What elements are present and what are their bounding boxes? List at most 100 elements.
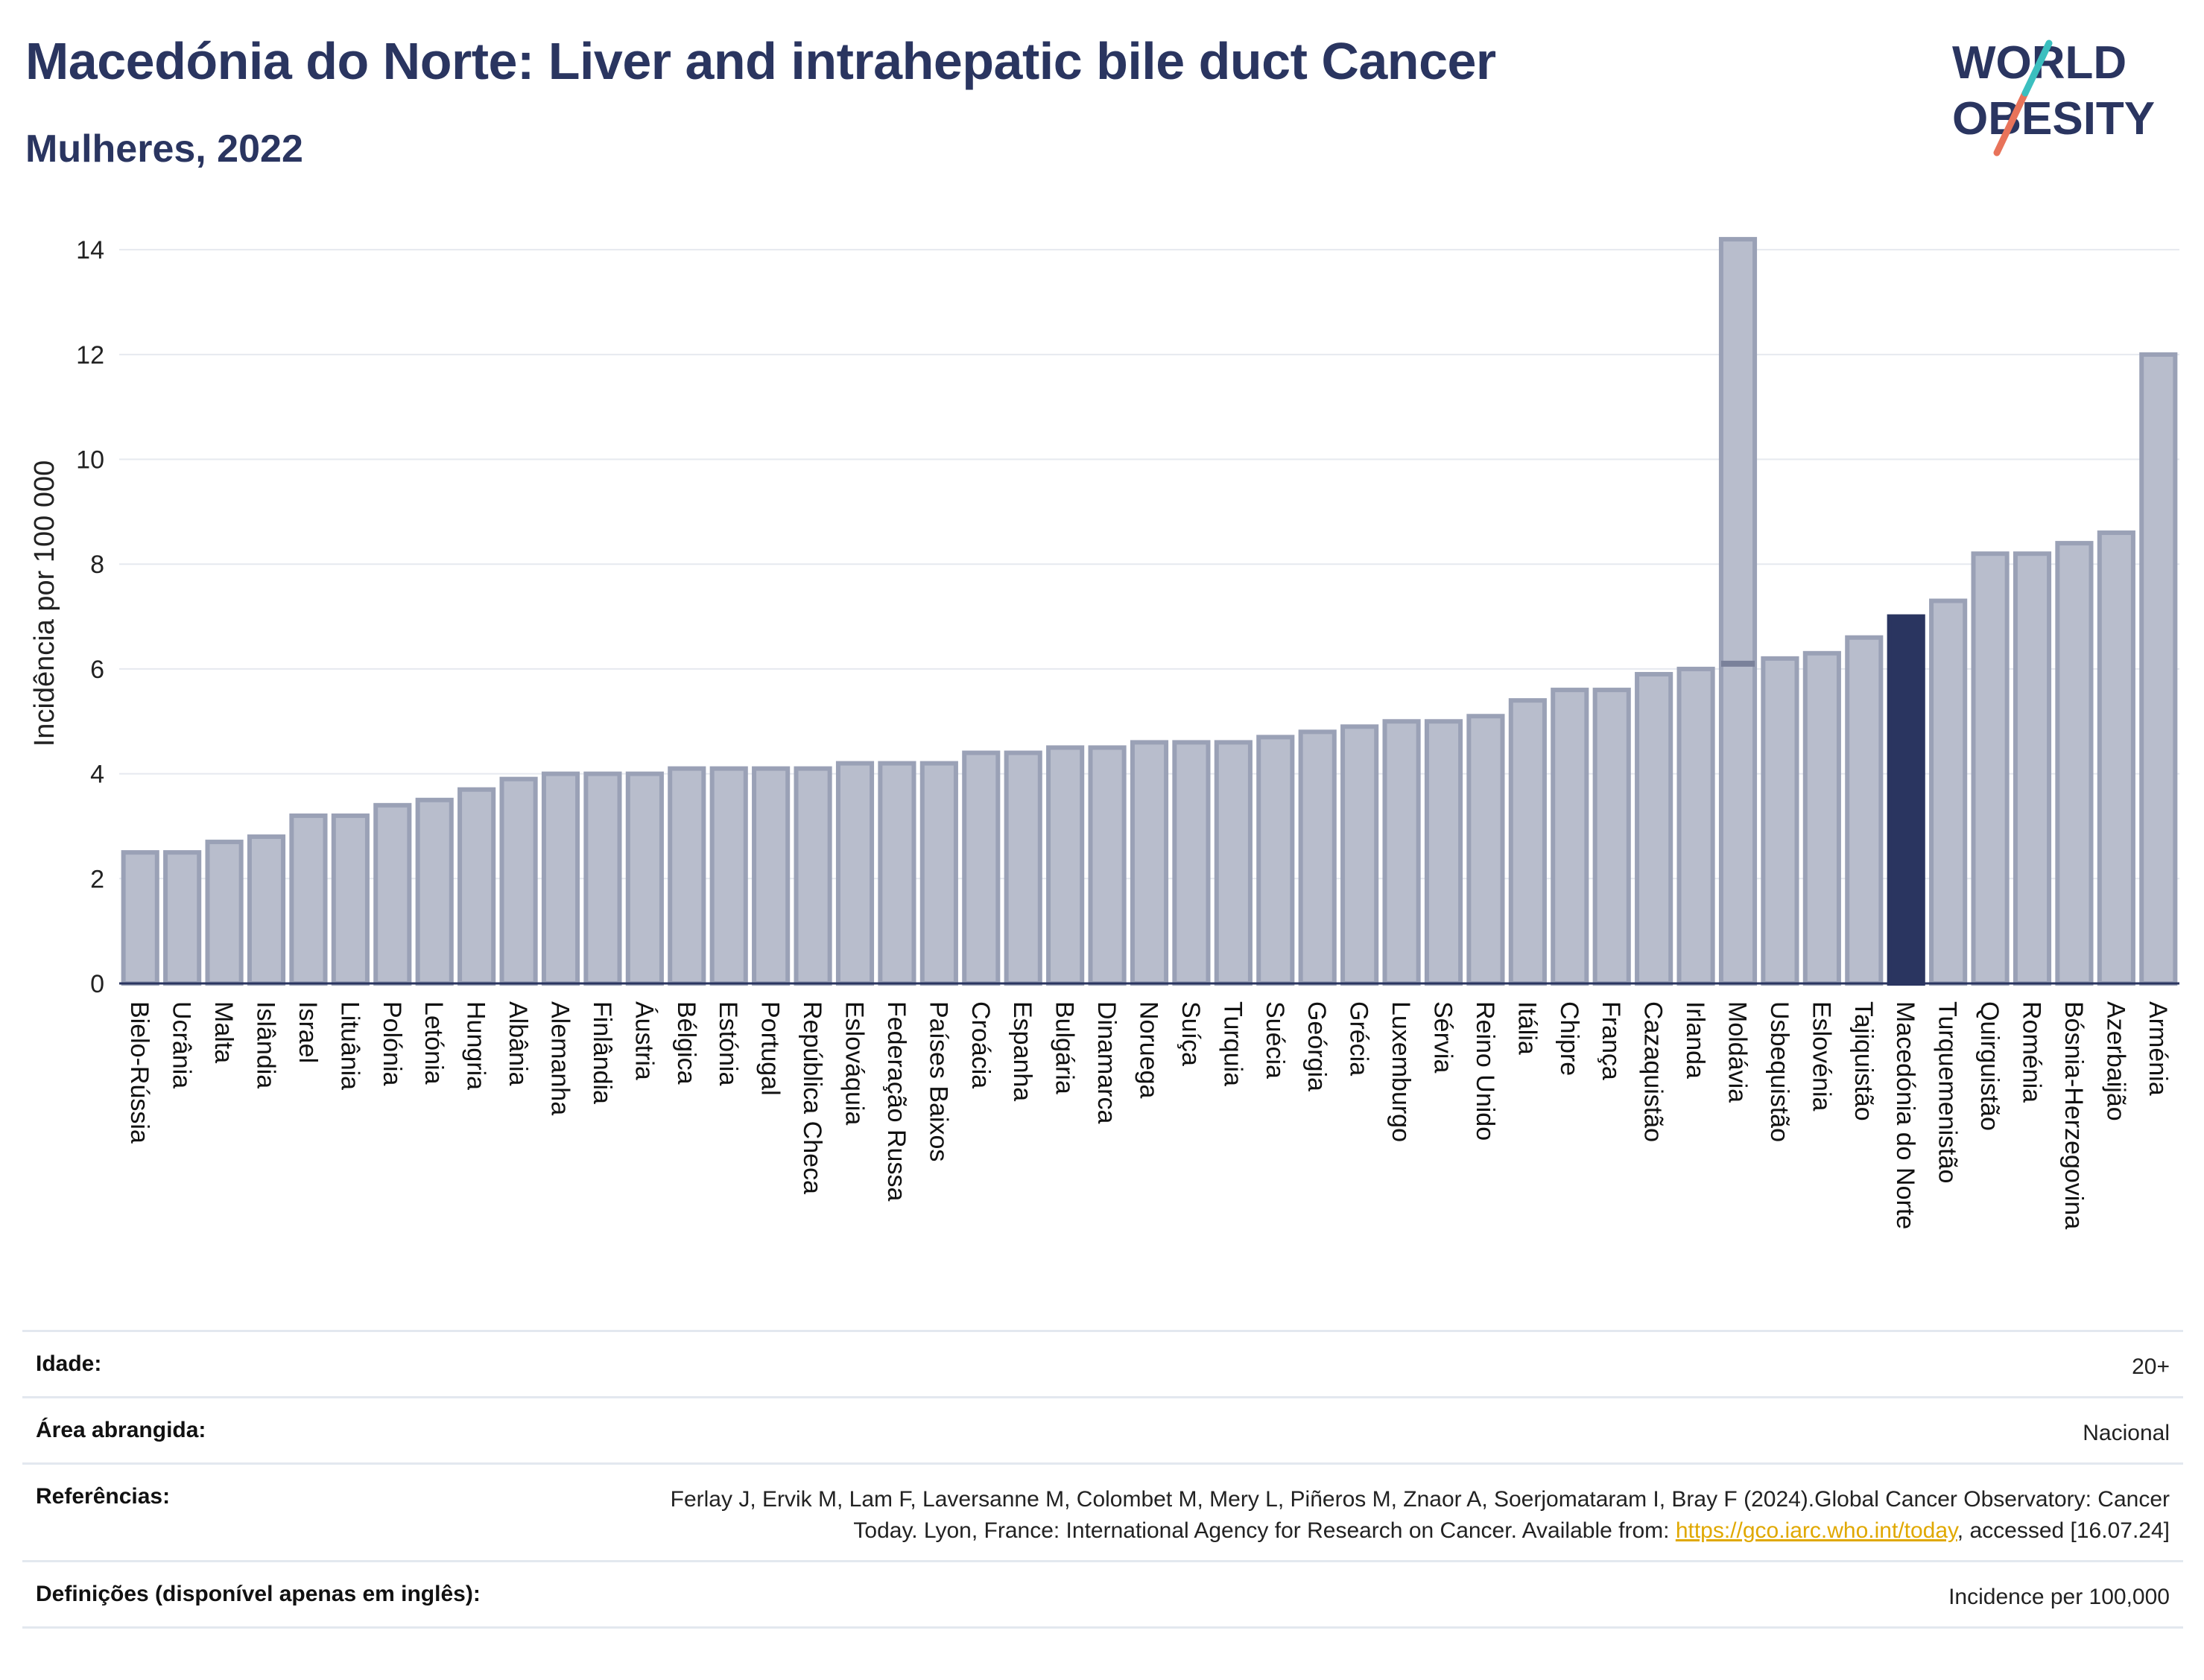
x-category-label: Malta (209, 1001, 238, 1063)
x-category-label: Suíça (1177, 1001, 1205, 1066)
info-row-area: Área abrangida: Nacional (22, 1398, 2183, 1465)
y-tick-label: 14 (76, 236, 104, 264)
x-category-label: Espanha (1008, 1001, 1036, 1101)
bar-geórgia (1298, 729, 1337, 986)
x-category-label: Eslováquia (840, 1001, 869, 1125)
bar-bélgica (668, 766, 706, 986)
x-category-label: Roménia (2018, 1001, 2046, 1103)
x-category-label: Bielo-Rússia (125, 1001, 153, 1144)
x-category-label: Polónia (378, 1001, 406, 1086)
bar-roménia (2013, 551, 2052, 986)
bar-bósnia-herzegovina (2055, 541, 2094, 986)
bar-lituânia (331, 813, 370, 986)
x-category-label: Alemanha (546, 1001, 574, 1115)
info-table: Idade: 20+ Área abrangida: Nacional Refe… (22, 1330, 2183, 1629)
bar-bulgária (1046, 745, 1085, 986)
x-category-label: Itália (1513, 1001, 1541, 1055)
svg-text:OBESITY: OBESITY (1952, 93, 2155, 145)
bar-finlândia (583, 771, 622, 986)
y-tick-label: 2 (90, 865, 104, 893)
bar-chart: 0 2 4 6 8 10 12 14 Bielo-Rússia Ucrânia Malta Islâ… (29, 236, 2179, 1229)
bar-federação-russa (878, 761, 916, 986)
bar-arménia (2139, 352, 2178, 986)
x-axis-category-labels: Bielo-Rússia Ucrânia Malta Islândia Israel Li… (125, 1001, 2172, 1229)
bar-turquia (1214, 740, 1253, 986)
x-category-label: Turquia (1218, 1001, 1247, 1086)
x-category-label: Usbequistão (1765, 1001, 1793, 1142)
chart-subtitle: Mulheres, 2022 (25, 127, 303, 171)
bar-dinamarca (1088, 745, 1127, 986)
bar-suíça (1172, 740, 1211, 986)
bar-portugal (752, 766, 791, 986)
y-tick-label: 12 (76, 341, 104, 370)
bar-grécia (1340, 724, 1379, 986)
x-category-label: Tajiquistão (1849, 1001, 1878, 1121)
bar-israel (289, 813, 328, 986)
x-category-label: Bósnia-Herzegovina (2059, 1001, 2088, 1229)
bar-polónia (373, 802, 412, 986)
bar-hungria (457, 787, 496, 986)
age-label: Idade: (36, 1351, 102, 1376)
info-row-definitions: Definições (disponível apenas em inglês)… (22, 1562, 2183, 1629)
age-value: 20+ (2132, 1354, 2170, 1379)
x-category-label: Quirguistão (1975, 1001, 2004, 1131)
bar-letónia (415, 797, 454, 986)
x-category-label: Geórgia (1302, 1001, 1331, 1091)
bars (119, 237, 2179, 986)
x-category-label: Chipre (1555, 1001, 1583, 1076)
references-link[interactable]: https://gco.iarc.who.int/today (1675, 1518, 1957, 1543)
bar-turquemenistão (1929, 598, 1968, 986)
references-value: Ferlay J, Ervik M, Lam F, Laversanne M, … (605, 1484, 2170, 1547)
bar-noruega (1130, 740, 1169, 986)
x-category-label: Portugal (756, 1001, 785, 1096)
bar-república-checa (794, 766, 832, 986)
bar-tajiquistão (1845, 635, 1884, 986)
references-label: Referências: (36, 1484, 171, 1509)
x-category-label: Azerbaijão (2101, 1001, 2129, 1121)
bar-alemanha (541, 771, 580, 986)
x-category-label: República Checa (798, 1001, 826, 1194)
x-category-label: Cazaquistão (1639, 1001, 1668, 1142)
x-category-label: Israel (294, 1001, 322, 1063)
x-category-label: Croácia (966, 1001, 995, 1088)
x-category-label: Eslovénia (1807, 1001, 1835, 1112)
bar-frança (1592, 688, 1631, 986)
bar-reino-unido (1466, 714, 1505, 986)
x-category-label: Noruega (1135, 1001, 1163, 1099)
info-row-references: Referências: Ferlay J, Ervik M, Lam F, L… (22, 1465, 2183, 1562)
x-category-label: Áustria (630, 1001, 658, 1080)
x-category-label: Suécia (1261, 1001, 1289, 1079)
bar-croácia (962, 750, 1001, 986)
y-tick-label: 8 (90, 551, 104, 579)
bar-eslovénia (1802, 650, 1841, 986)
bar-suécia (1256, 735, 1295, 986)
x-category-label: Albânia (504, 1001, 532, 1086)
bar-chipre (1551, 688, 1589, 986)
x-category-label: Federação Russa (882, 1001, 911, 1201)
bar-moldávia (1718, 237, 1758, 986)
bar-azerbaijão (2097, 530, 2135, 986)
x-category-label: Dinamarca (1092, 1001, 1121, 1123)
y-axis-ticks: 0 2 4 6 8 10 12 14 (76, 236, 104, 998)
x-category-label: Reino Unido (1471, 1001, 1499, 1141)
info-row-age: Idade: 20+ (22, 1332, 2183, 1398)
definitions-value: Incidence per 100,000 (1948, 1585, 2170, 1609)
x-category-label: Moldávia (1723, 1001, 1752, 1103)
x-category-label: Bélgica (672, 1001, 700, 1085)
bar-bielo-rússia (121, 850, 159, 986)
y-axis-title: Incidência por 100 000 (29, 460, 60, 747)
bar-sérvia (1424, 719, 1463, 986)
x-category-label: Grécia (1345, 1001, 1373, 1076)
bar-itália (1508, 698, 1547, 986)
references-text: Ferlay J, Ervik M, Lam F, Laversanne M, … (670, 1487, 2170, 1543)
x-category-label: Ucrânia (168, 1001, 196, 1088)
x-category-label: Sérvia (1429, 1001, 1457, 1073)
chart-title: Macedónia do Norte: Liver and intrahepat… (25, 32, 1496, 90)
bar-países-baixos (919, 761, 958, 986)
bar-estónia (709, 766, 748, 986)
x-category-label: Finlândia (588, 1001, 616, 1104)
x-category-label: Islândia (252, 1001, 280, 1088)
bar-cazaquistão (1635, 671, 1673, 986)
bar-luxemburgo (1382, 719, 1421, 986)
x-category-label: Letónia (419, 1001, 448, 1085)
